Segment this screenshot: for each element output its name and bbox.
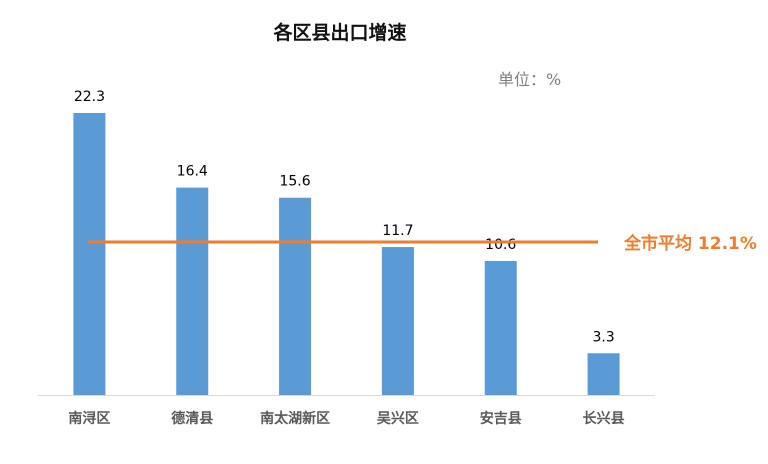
unit-label: 单位：% bbox=[498, 70, 562, 89]
bar bbox=[176, 187, 209, 395]
x-tick-label: 长兴县 bbox=[583, 410, 625, 427]
data-label: 10.6 bbox=[485, 237, 516, 253]
bar bbox=[587, 353, 620, 395]
bar bbox=[381, 247, 414, 395]
data-label: 22.3 bbox=[74, 89, 105, 105]
x-tick-label: 安吉县 bbox=[480, 410, 522, 427]
bar bbox=[484, 260, 517, 395]
average-line-label: 全市平均 12.1% bbox=[623, 233, 757, 254]
x-tick-label: 南浔区 bbox=[68, 410, 110, 427]
data-label: 11.7 bbox=[382, 223, 413, 239]
data-label: 16.4 bbox=[177, 164, 208, 180]
bar bbox=[279, 197, 312, 395]
bar bbox=[73, 113, 106, 395]
x-tick-label: 南太湖新区 bbox=[260, 410, 330, 427]
data-label: 15.6 bbox=[279, 174, 310, 190]
x-tick-label: 德清县 bbox=[171, 410, 213, 427]
chart-title: 各区县出口增速 bbox=[273, 22, 407, 44]
data-label: 3.3 bbox=[592, 329, 614, 345]
x-tick-label: 吴兴区 bbox=[377, 410, 419, 427]
